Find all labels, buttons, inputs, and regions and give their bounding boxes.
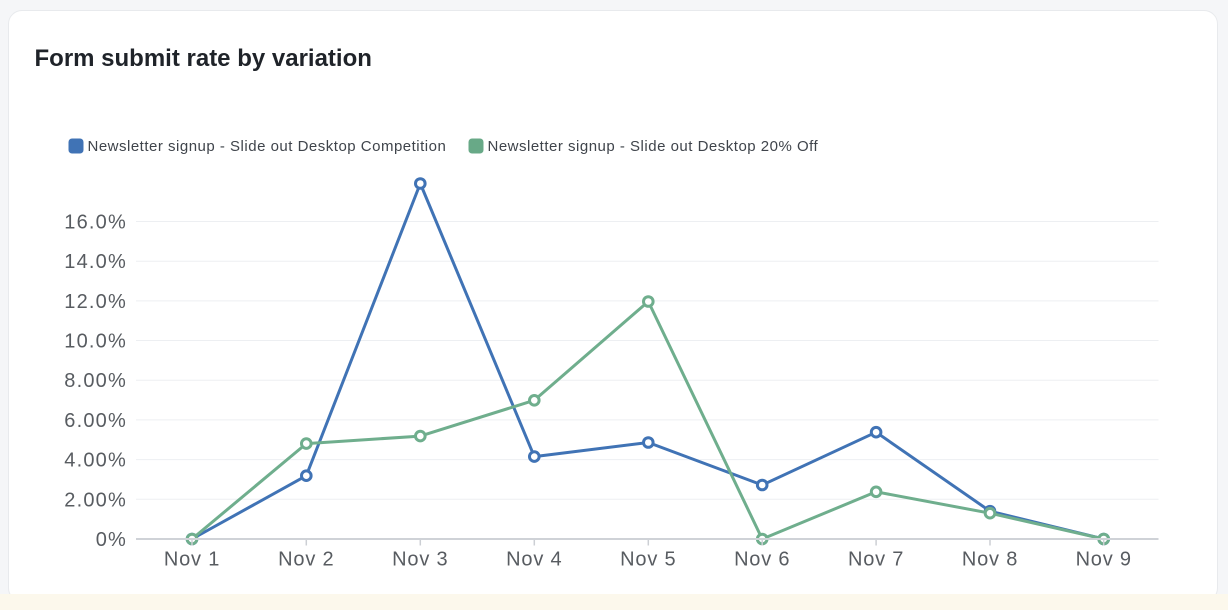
svg-text:Nov 8: Nov 8: [962, 549, 1018, 571]
svg-text:Newsletter signup - Slide out: Newsletter signup - Slide out Desktop 20…: [488, 138, 819, 155]
svg-text:12.0%: 12.0%: [64, 291, 127, 313]
svg-text:Nov 1: Nov 1: [164, 549, 220, 571]
svg-text:2.00%: 2.00%: [64, 489, 127, 511]
svg-text:4.00%: 4.00%: [64, 450, 127, 472]
svg-text:Nov 6: Nov 6: [734, 549, 790, 571]
svg-text:Form submit rate by variation: Form submit rate by variation: [35, 45, 372, 72]
svg-text:8.00%: 8.00%: [64, 370, 127, 392]
svg-text:16.0%: 16.0%: [64, 212, 127, 234]
svg-text:Nov 4: Nov 4: [506, 549, 562, 571]
svg-text:6.00%: 6.00%: [64, 410, 127, 432]
svg-text:Nov 3: Nov 3: [392, 549, 448, 571]
svg-text:Nov 9: Nov 9: [1076, 549, 1132, 571]
svg-text:14.0%: 14.0%: [64, 251, 127, 273]
svg-text:Nov 7: Nov 7: [848, 549, 904, 571]
svg-text:Nov 2: Nov 2: [278, 549, 334, 571]
svg-text:Nov 5: Nov 5: [620, 549, 676, 571]
svg-text:Newsletter signup - Slide out: Newsletter signup - Slide out Desktop Co…: [88, 138, 447, 155]
svg-text:0%: 0%: [96, 529, 127, 551]
svg-text:10.0%: 10.0%: [64, 331, 127, 353]
